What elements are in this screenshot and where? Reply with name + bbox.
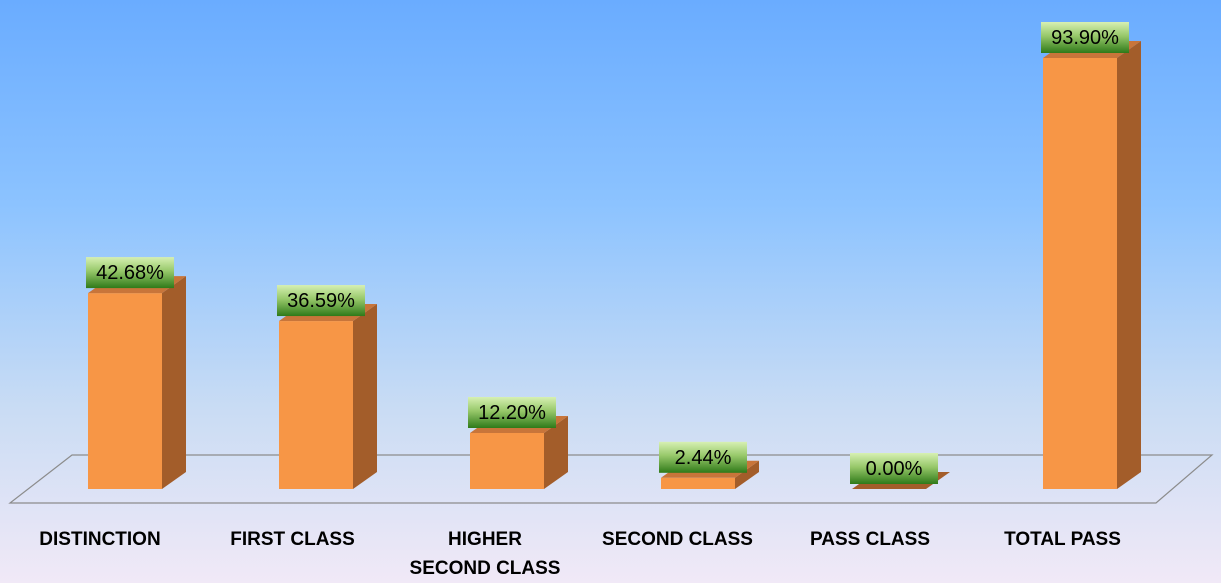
bar-side	[162, 276, 186, 489]
data-label: 12.20%	[478, 402, 546, 424]
bars-layer: 42.68% 36.59% 12.20% 2.44% 0.00% 93.90% DISTIN…	[39, 22, 1141, 579]
data-label-box	[1041, 22, 1129, 53]
bar-group: 0.00%	[850, 453, 950, 489]
bar-side	[544, 416, 568, 489]
data-label: 36.59%	[287, 290, 355, 312]
category-label: DISTINCTION	[39, 529, 160, 550]
bar	[1043, 58, 1117, 489]
category-label: SECOND CLASS	[602, 529, 753, 550]
bar-group: 42.68%	[86, 257, 186, 489]
category-label: FIRST CLASS	[230, 529, 355, 550]
data-label-box	[277, 285, 365, 317]
data-label-box	[850, 453, 938, 484]
data-label-box	[468, 397, 556, 429]
bar	[279, 321, 353, 489]
data-label: 2.44%	[675, 447, 732, 469]
category-label: PASS CLASS	[810, 529, 930, 550]
bar-side	[1117, 41, 1141, 489]
data-label: 42.68%	[96, 262, 164, 284]
bar-side	[735, 460, 759, 489]
data-label: 93.90%	[1051, 27, 1119, 49]
bar-group: 36.59%	[277, 285, 377, 489]
category-label: TOTAL PASS	[1004, 529, 1121, 550]
data-label-box	[659, 441, 747, 473]
bar	[88, 293, 162, 489]
data-label: 0.00%	[866, 458, 923, 480]
bar-group: 2.44%	[659, 441, 759, 489]
bar-group: 12.20%	[468, 397, 568, 489]
data-label-box	[86, 257, 174, 289]
category-label: HIGHER SECOND CLASS	[410, 529, 561, 579]
bar-side	[353, 304, 377, 489]
bar	[661, 477, 735, 489]
chart-floor	[8, 454, 1214, 504]
bar-group: 93.90%	[1041, 22, 1141, 489]
bar	[470, 433, 544, 489]
